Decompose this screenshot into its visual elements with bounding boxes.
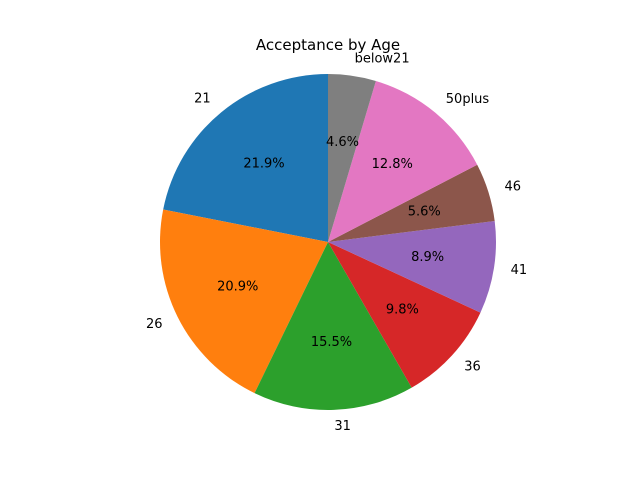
pie-slice-26 — [159, 209, 328, 394]
slice-percent-50plus: 12.8% — [372, 157, 413, 172]
slice-label-26: 26 — [146, 317, 163, 332]
pie-slice-21 — [163, 74, 328, 242]
pie-slice-50plus — [328, 80, 478, 242]
slice-percent-below21: 4.6% — [326, 135, 359, 150]
slice-label-46: 46 — [504, 180, 521, 195]
slice-percent-26: 20.9% — [217, 279, 258, 294]
slice-label-50plus: 50plus — [446, 92, 490, 107]
slice-percent-31: 15.5% — [311, 335, 352, 350]
pie-slice-36 — [328, 242, 481, 388]
pie-labels: 21 21.9% 26 20.9% 31 15.5% 36 9.8% 41 8.9% 46 5.6% 5… — [146, 52, 527, 435]
slice-percent-46: 5.6% — [408, 205, 441, 220]
slice-label-31: 31 — [334, 419, 351, 434]
slice-label-21: 21 — [194, 92, 211, 107]
pie-slice-below21 — [328, 74, 376, 242]
pie-slice-46 — [328, 164, 495, 242]
slice-percent-36: 9.8% — [386, 303, 419, 318]
slice-label-36: 36 — [464, 359, 481, 374]
slice-label-below21: below21 — [355, 52, 410, 67]
slice-percent-21: 21.9% — [243, 157, 284, 172]
slice-label-41: 41 — [511, 263, 528, 278]
pie-slices — [159, 74, 496, 410]
pie-slice-31 — [254, 242, 412, 410]
slice-percent-41: 8.9% — [411, 250, 444, 265]
pie-slice-41 — [328, 220, 496, 313]
chart-title: Acceptance by Age — [256, 36, 400, 54]
